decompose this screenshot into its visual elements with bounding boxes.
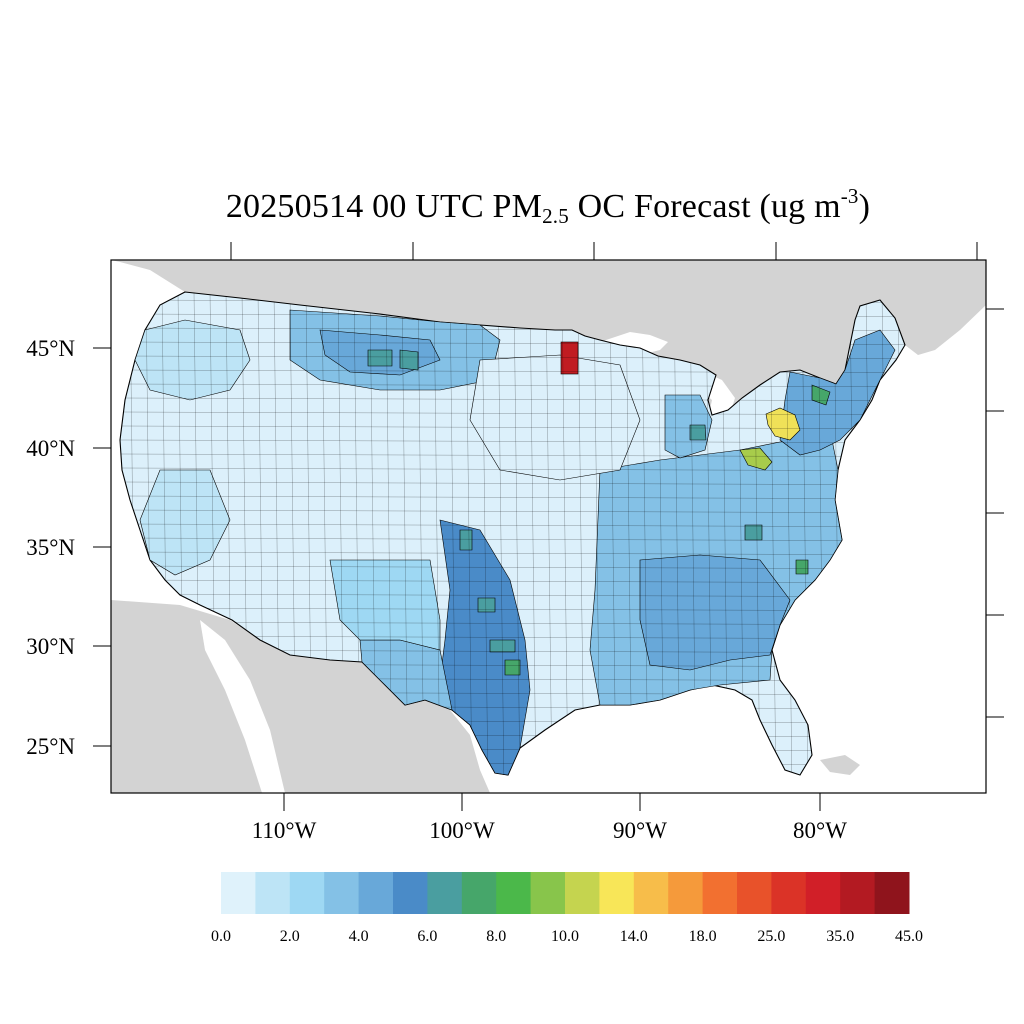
colorbar-swatch (358, 872, 394, 914)
colorbar-label: 2.0 (280, 928, 300, 945)
canada-land (111, 260, 986, 415)
tx-green-2 (477, 597, 496, 613)
mi-green (689, 424, 707, 441)
minnesota-hotspot (560, 341, 579, 375)
colorbar-label: 14.0 (620, 928, 648, 945)
colorbar-label: 8.0 (486, 928, 506, 945)
mt-green-2 (399, 349, 419, 371)
title-prefix: 20250514 00 UTC PM (225, 188, 543, 225)
cuba-land (820, 755, 860, 775)
lon-label-90: 90°W (613, 818, 667, 843)
colorbar-swatch (874, 872, 910, 914)
lon-label-100: 100°W (429, 818, 495, 843)
colorbar-swatch (599, 872, 635, 914)
colorbar-label: 10.0 (551, 928, 579, 945)
lat-label-30: 30°N (26, 634, 75, 659)
lon-label-110: 110°W (252, 818, 317, 843)
colorbar-swatch (530, 872, 566, 914)
colorbar-label: 6.0 (417, 928, 437, 945)
title-middle: OC Forecast (ug m (568, 188, 841, 225)
colorbar-swatch (324, 872, 360, 914)
colorbar-label: 18.0 (689, 928, 717, 945)
colorbar-swatch (427, 872, 463, 914)
bottom-ticks (283, 793, 821, 811)
title-subscript: 2.5 (542, 204, 569, 228)
colorbar-label: 35.0 (826, 928, 854, 945)
colorbar-swatch (289, 872, 325, 914)
tx-green-1 (459, 529, 473, 551)
colorbar-swatch (771, 872, 807, 914)
tx-green-3 (489, 639, 516, 653)
title-suffix: ) (858, 188, 871, 225)
lon-label-80: 80°W (793, 818, 847, 843)
mt-green-1 (367, 349, 393, 367)
nc-green (795, 559, 809, 575)
tx-green-4 (504, 659, 521, 676)
colorbar-swatch (737, 872, 772, 914)
colorbar-labels: 0.0 2.0 4.0 6.0 8.0 10.0 14.0 18.0 25.0 35.0 45.0 (211, 928, 923, 945)
colorbar-label: 0.0 (211, 928, 231, 945)
colorbar-swatch (393, 872, 428, 914)
map-land-group (111, 260, 986, 793)
title-superscript: -3 (840, 184, 859, 208)
va-green (744, 524, 763, 541)
colorbar-swatch (221, 872, 256, 914)
colorbar-swatch (565, 872, 600, 914)
colorbar-swatch (633, 872, 669, 914)
colorbar-swatch (496, 872, 532, 914)
hotspots (367, 341, 831, 676)
gulf-of-california (200, 620, 285, 793)
colorbar-label: 25.0 (757, 928, 785, 945)
colorbar-swatch (461, 872, 497, 914)
ne-green-1 (811, 384, 831, 406)
lat-label-45: 45°N (26, 336, 75, 361)
colorbar-swatch (668, 872, 704, 914)
lat-label-35: 35°N (26, 535, 75, 560)
left-ticks (93, 347, 111, 747)
ohio-pa-hotspot-yellow (765, 407, 801, 441)
colorbar-swatch (255, 872, 291, 914)
lat-label-40: 40°N (26, 436, 75, 461)
lat-label-25: 25°N (26, 734, 75, 759)
colorbar-swatch (805, 872, 841, 914)
colorbar-swatch (702, 872, 738, 914)
right-ticks (986, 308, 1004, 718)
map-frame (110, 259, 987, 794)
top-ticks (230, 242, 978, 260)
colorbar (221, 872, 910, 914)
chart-title: 20250514 00 UTC PM2.5 OC Forecast (ug m-… (0, 184, 1024, 229)
colorbar-swatch (840, 872, 876, 914)
colorbar-label: 4.0 (349, 928, 369, 945)
colorbar-label: 45.0 (895, 928, 923, 945)
